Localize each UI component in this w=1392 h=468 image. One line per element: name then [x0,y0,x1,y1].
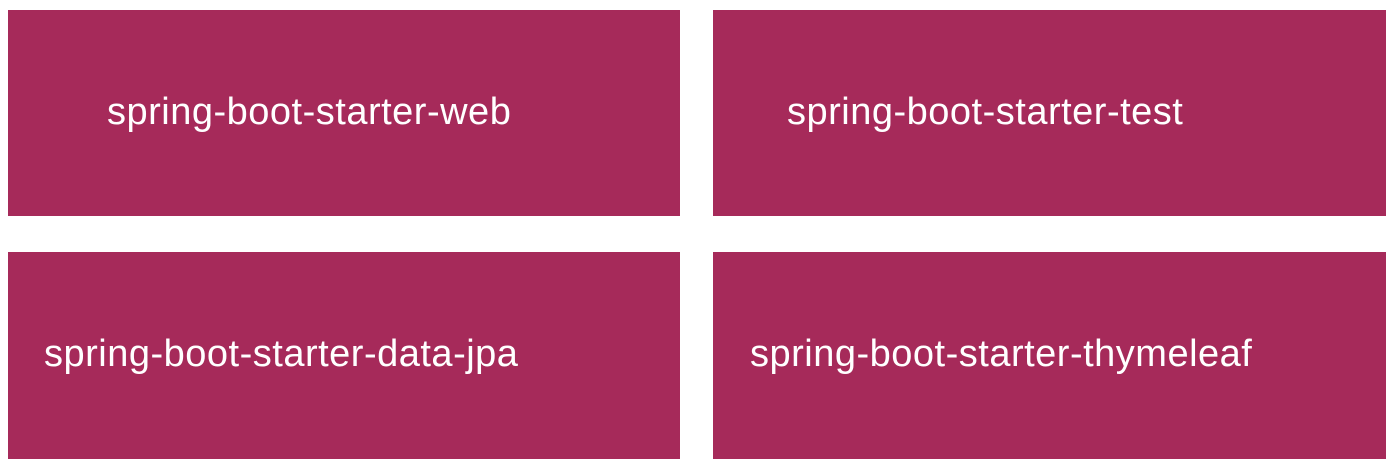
tile-label: spring-boot-starter-test [787,90,1184,133]
tile-label: spring-boot-starter-web [107,90,512,133]
tile-spring-boot-starter-test: spring-boot-starter-test [713,10,1386,216]
tile-label: spring-boot-starter-thymeleaf [750,333,1253,375]
tile-spring-boot-starter-data-jpa: spring-boot-starter-data-jpa [8,252,680,459]
tile-label: spring-boot-starter-data-jpa [44,333,519,375]
tile-spring-boot-starter-thymeleaf: spring-boot-starter-thymeleaf [713,252,1386,459]
tile-spring-boot-starter-web: spring-boot-starter-web [8,10,680,216]
